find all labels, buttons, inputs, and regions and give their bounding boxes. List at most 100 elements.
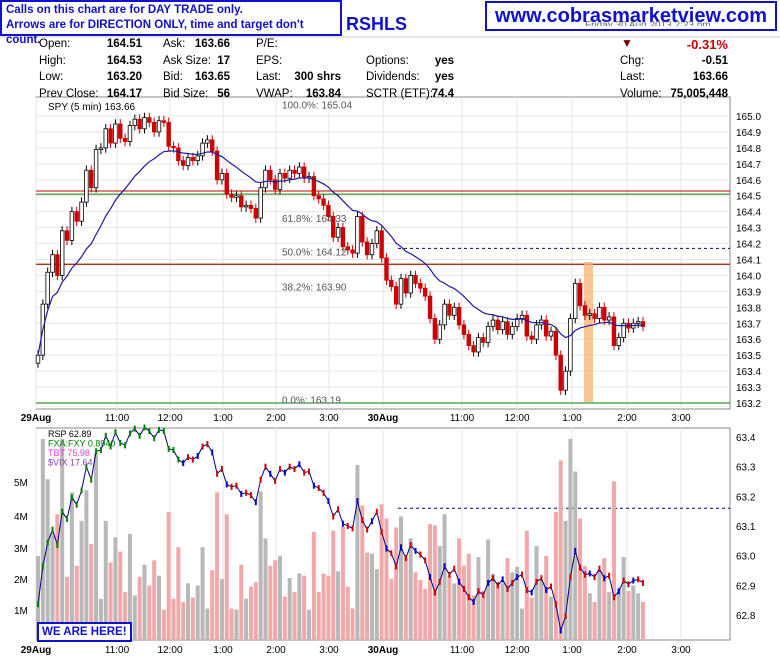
- chg-value: -0.51: [701, 55, 728, 67]
- time-axis-tick: 3:00: [671, 645, 691, 656]
- price-axis-tick: 163.3: [736, 383, 761, 394]
- volume-bar: [273, 560, 278, 640]
- volume-bar: [558, 460, 563, 640]
- volume-bar: [292, 592, 297, 640]
- volume-bar: [118, 551, 123, 640]
- highlight-bar: [584, 262, 593, 402]
- volume-bar: [171, 598, 176, 640]
- low-label: Low:: [39, 71, 64, 83]
- price-candle-body: [248, 204, 254, 209]
- volume-bar: [234, 609, 239, 640]
- site-banner[interactable]: www.cobrasmarketview.com: [485, 1, 777, 31]
- fib-level-label: 0.0%: 163.19: [282, 396, 341, 407]
- volume-bar: [582, 565, 587, 640]
- volume-bar: [215, 492, 220, 640]
- price-candle-body: [287, 169, 292, 179]
- price-candle-body: [476, 337, 481, 353]
- time-axis-tick: 1:00: [213, 645, 233, 656]
- indicator-legend-entry: $VIX 17.64: [48, 458, 93, 468]
- time-axis-tick: 11:00: [450, 645, 475, 656]
- price-candle-body: [156, 120, 162, 133]
- volume-bar: [69, 492, 74, 640]
- volume-bar: [510, 572, 515, 640]
- price-candle-body: [495, 319, 500, 331]
- price-candle-body: [534, 324, 539, 340]
- price-candle-body: [490, 319, 496, 327]
- bid-size-value: 56: [217, 88, 230, 100]
- volume-bar: [587, 593, 592, 640]
- indicator-legend-entry: TBT 75.98: [48, 448, 90, 458]
- volume-bar: [166, 512, 171, 640]
- indicator-axis-tick: 63.0: [736, 552, 756, 563]
- volume-bar: [331, 530, 336, 640]
- price-candle-body: [297, 166, 302, 174]
- sctr-value: 74.4: [431, 88, 454, 100]
- volume-bar: [161, 609, 166, 640]
- volume-bar: [549, 596, 554, 640]
- fib-level-label: 38.2%: 163.90: [282, 282, 347, 293]
- price-candle-body: [544, 319, 549, 337]
- volume-bar: [520, 608, 524, 640]
- price-candle-body: [500, 321, 505, 331]
- price-candle-body: [190, 157, 196, 162]
- price-candle-body: [524, 314, 530, 337]
- volume-bar: [447, 575, 452, 640]
- time-axis-tick: 30Aug: [368, 645, 399, 656]
- volume-bar: [84, 490, 89, 640]
- volume-bar: [40, 438, 45, 640]
- price-candle-body: [108, 128, 113, 144]
- volume-bar: [137, 576, 142, 640]
- price-candle-body: [355, 216, 360, 254]
- volume-bar: [94, 452, 99, 640]
- price-candle-body: [263, 169, 268, 189]
- time-axis-tick: 11:00: [105, 645, 130, 656]
- volume-bar: [369, 553, 374, 640]
- price-candle-body: [171, 145, 176, 149]
- price-axis-tick: 163.9: [736, 287, 761, 298]
- price-candle-body: [442, 303, 447, 326]
- price-axis-tick: 163.5: [736, 351, 761, 362]
- volume-bar: [219, 578, 224, 640]
- volume-bar: [616, 588, 621, 640]
- price-candle-body: [113, 123, 118, 144]
- indicator-axis-tick: 62.8: [736, 611, 756, 622]
- volume-bar: [263, 538, 268, 640]
- time-axis-tick: 12:00: [157, 413, 182, 424]
- volume-bar: [399, 516, 403, 640]
- price-candle-body: [98, 147, 104, 150]
- bid-size-label: Bid Size:: [163, 88, 209, 100]
- volume-label: Volume:: [620, 88, 662, 100]
- volume-bar: [152, 560, 157, 640]
- volume-bar: [384, 518, 389, 640]
- volume-bar: [626, 591, 631, 640]
- indicator-legend-entry: FXA:FXY 0.8940: [48, 439, 115, 449]
- volume-bar: [321, 573, 326, 640]
- volume-bar: [568, 438, 573, 640]
- price-candle-body: [335, 227, 341, 238]
- indicator-axis-tick: 63.3: [736, 463, 756, 474]
- volume-bar: [36, 555, 40, 640]
- price-candle-body: [50, 254, 55, 273]
- last-price-label: Last:: [620, 71, 645, 83]
- price-axis-tick: 163.4: [736, 367, 761, 378]
- volume-bar: [476, 557, 481, 640]
- time-axis-tick: 11:00: [105, 413, 130, 424]
- volume-bar: [157, 575, 161, 640]
- volume-bar: [481, 591, 486, 640]
- open-value: 164.51: [106, 38, 142, 50]
- price-candle-body: [606, 316, 612, 321]
- price-candle-body: [93, 149, 99, 189]
- volume-bar: [529, 597, 534, 640]
- volume-bar: [239, 564, 244, 640]
- volume-bar: [437, 546, 442, 640]
- dividends-value: yes: [434, 71, 454, 83]
- time-axis-tick: 29Aug: [21, 413, 52, 424]
- price-candle-body: [393, 286, 399, 305]
- volume-bar: [534, 546, 539, 640]
- volume-bar: [336, 571, 341, 640]
- volume-bar: [302, 575, 307, 640]
- volume-bar: [350, 608, 355, 640]
- price-candle-body: [389, 279, 394, 288]
- ask-value: 163.66: [194, 38, 230, 50]
